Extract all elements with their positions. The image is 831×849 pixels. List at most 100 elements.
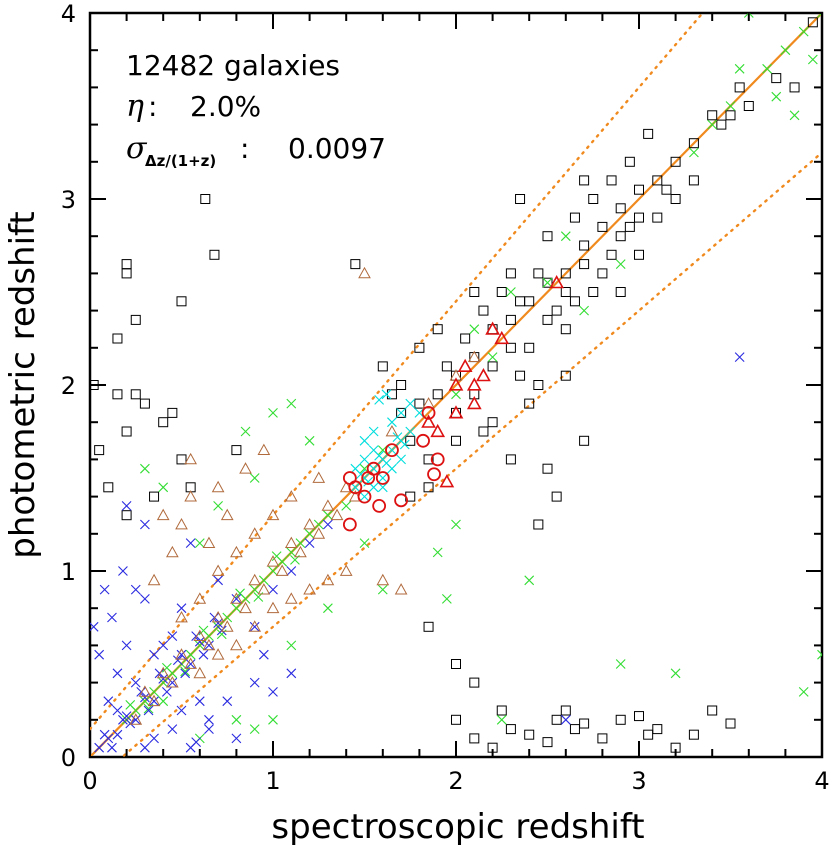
cross-point: [149, 733, 159, 744]
y-tick-label: 2: [61, 372, 76, 400]
cross-point: [107, 612, 117, 623]
cross-point: [185, 538, 196, 548]
triangle-point: [376, 573, 390, 586]
triangle-point: [476, 368, 491, 382]
square-point: [451, 659, 461, 669]
cross-point: [231, 603, 242, 614]
triangle-point: [239, 462, 252, 474]
square-point: [533, 268, 544, 279]
series-brown-triangles: [129, 266, 481, 725]
cross-point: [249, 677, 260, 688]
eta-value: 2.0%: [190, 90, 261, 123]
square-point: [515, 194, 526, 204]
square-point: [606, 249, 617, 260]
triangle-point: [448, 377, 464, 391]
square-point: [569, 212, 580, 223]
y-tick-label: 1: [61, 558, 76, 586]
square-point: [707, 705, 718, 716]
square-point: [167, 407, 178, 418]
triangle-point: [485, 321, 500, 335]
cross-point: [323, 510, 333, 521]
triangle-point: [175, 648, 188, 660]
eta-symbol: η: [126, 89, 144, 124]
square-point: [615, 714, 626, 725]
cross-point: [231, 594, 242, 604]
cross-point: [125, 700, 136, 710]
triangle-point: [156, 666, 170, 679]
square-point: [505, 342, 516, 353]
cross-point: [689, 147, 699, 158]
cross-point: [158, 482, 169, 493]
cross-point: [405, 398, 416, 409]
square-point: [606, 175, 617, 186]
cross-point: [231, 733, 242, 744]
cross-point: [789, 110, 800, 121]
triangle-point: [211, 564, 225, 576]
triangle-point: [184, 657, 197, 669]
cross-point: [359, 538, 370, 548]
cross-point: [167, 724, 178, 734]
cross-point: [161, 687, 172, 697]
x-tick-label: 1: [265, 767, 280, 795]
cross-point: [798, 687, 809, 697]
square-point: [350, 259, 361, 270]
square-point: [414, 398, 425, 409]
cross-point: [158, 640, 169, 651]
cross-point: [286, 566, 297, 576]
series-cyan-crosses: [350, 389, 425, 502]
cross-point: [771, 91, 782, 102]
cross-point: [807, 54, 818, 65]
cross-point: [341, 501, 352, 511]
data-points: [90, 13, 822, 753]
x-tick-label: 0: [82, 767, 97, 795]
square-point: [579, 718, 590, 729]
cross-point: [94, 742, 105, 753]
square-point: [94, 445, 105, 456]
triangle-point: [266, 508, 280, 521]
cross-point: [112, 705, 123, 716]
series-blue-crosses: [90, 352, 745, 753]
square-point: [505, 268, 516, 279]
cross-point: [560, 231, 571, 242]
triangle-point: [385, 424, 399, 437]
lower-outlier-line: [120, 151, 822, 757]
square-point: [524, 729, 535, 740]
triangle-point: [211, 480, 225, 493]
cross-point: [213, 575, 223, 586]
cross-point: [235, 588, 245, 599]
sigma-colon: :: [240, 132, 249, 165]
cross-point: [268, 584, 278, 595]
square-point: [688, 175, 699, 186]
cross-point: [258, 649, 269, 660]
square-point: [597, 268, 608, 279]
square-point: [579, 435, 590, 446]
cross-point: [140, 463, 150, 474]
cross-point: [130, 677, 141, 688]
square-point: [469, 287, 480, 297]
square-point: [670, 194, 681, 204]
cross-point: [387, 417, 397, 428]
cross-point: [180, 668, 191, 679]
circle-point: [342, 471, 357, 485]
cross-point: [396, 454, 406, 465]
triangle-point: [394, 583, 408, 595]
cross-point: [249, 621, 260, 632]
square-point: [688, 729, 699, 740]
cross-point: [405, 426, 416, 437]
circle-point: [427, 467, 441, 482]
square-point: [441, 361, 452, 372]
cross-point: [268, 714, 278, 725]
triangle-point: [239, 601, 252, 614]
square-point: [634, 184, 644, 195]
cross-point: [191, 631, 202, 641]
square-point: [771, 73, 782, 84]
triangle-point: [248, 573, 262, 586]
square-point: [451, 714, 461, 725]
square-point: [652, 212, 663, 223]
cross-point: [323, 603, 333, 614]
square-point: [505, 724, 516, 735]
cross-point: [172, 655, 183, 666]
cross-point: [469, 324, 480, 335]
cross-point: [387, 463, 397, 474]
cross-point: [487, 352, 498, 362]
